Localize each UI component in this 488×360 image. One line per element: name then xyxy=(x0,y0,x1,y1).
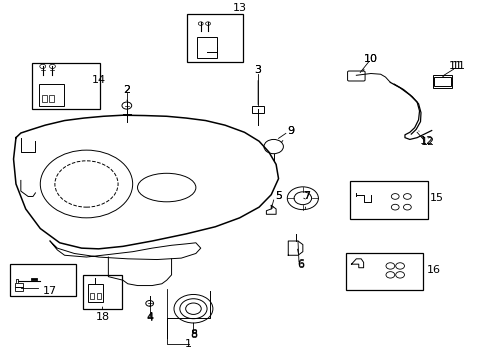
Text: 15: 15 xyxy=(428,193,443,203)
Text: 8: 8 xyxy=(189,330,197,341)
Bar xyxy=(345,253,423,290)
Text: 16: 16 xyxy=(426,265,440,275)
Text: 9: 9 xyxy=(281,126,294,143)
Text: 13: 13 xyxy=(232,3,246,13)
Text: 1: 1 xyxy=(184,339,192,349)
Bar xyxy=(39,84,63,105)
Bar xyxy=(10,264,76,296)
Text: 2: 2 xyxy=(123,85,130,100)
Bar xyxy=(251,105,264,113)
Text: 12: 12 xyxy=(420,137,434,147)
Text: 6: 6 xyxy=(296,260,304,270)
Bar xyxy=(49,95,54,102)
Bar xyxy=(97,293,101,299)
Text: 11: 11 xyxy=(450,61,465,71)
Text: 8: 8 xyxy=(189,323,197,339)
Bar xyxy=(432,75,451,88)
Text: 5: 5 xyxy=(272,192,282,208)
Bar xyxy=(31,63,100,109)
Text: 10: 10 xyxy=(363,54,377,64)
Bar xyxy=(187,14,243,62)
Text: 18: 18 xyxy=(95,307,109,321)
Bar xyxy=(197,37,216,58)
Bar xyxy=(15,283,23,287)
Text: 7: 7 xyxy=(303,192,310,209)
Text: 6: 6 xyxy=(296,249,304,269)
Text: 2: 2 xyxy=(123,85,130,95)
Text: 17: 17 xyxy=(43,286,57,296)
Text: 14: 14 xyxy=(91,75,105,85)
Text: 5: 5 xyxy=(274,192,282,202)
Text: 4: 4 xyxy=(146,312,153,323)
Bar xyxy=(350,181,427,219)
Text: 11: 11 xyxy=(442,61,462,77)
Text: 10: 10 xyxy=(362,54,377,71)
Text: 9: 9 xyxy=(286,126,294,135)
Bar xyxy=(90,293,94,299)
Bar xyxy=(88,284,102,302)
Text: 3: 3 xyxy=(254,65,261,105)
Bar xyxy=(15,287,23,291)
Bar xyxy=(41,95,46,102)
Text: 3: 3 xyxy=(254,65,261,75)
Text: 12: 12 xyxy=(418,131,433,146)
Text: 4: 4 xyxy=(146,306,153,321)
Text: 7: 7 xyxy=(303,192,310,202)
Bar xyxy=(83,275,122,310)
Bar xyxy=(433,77,450,86)
